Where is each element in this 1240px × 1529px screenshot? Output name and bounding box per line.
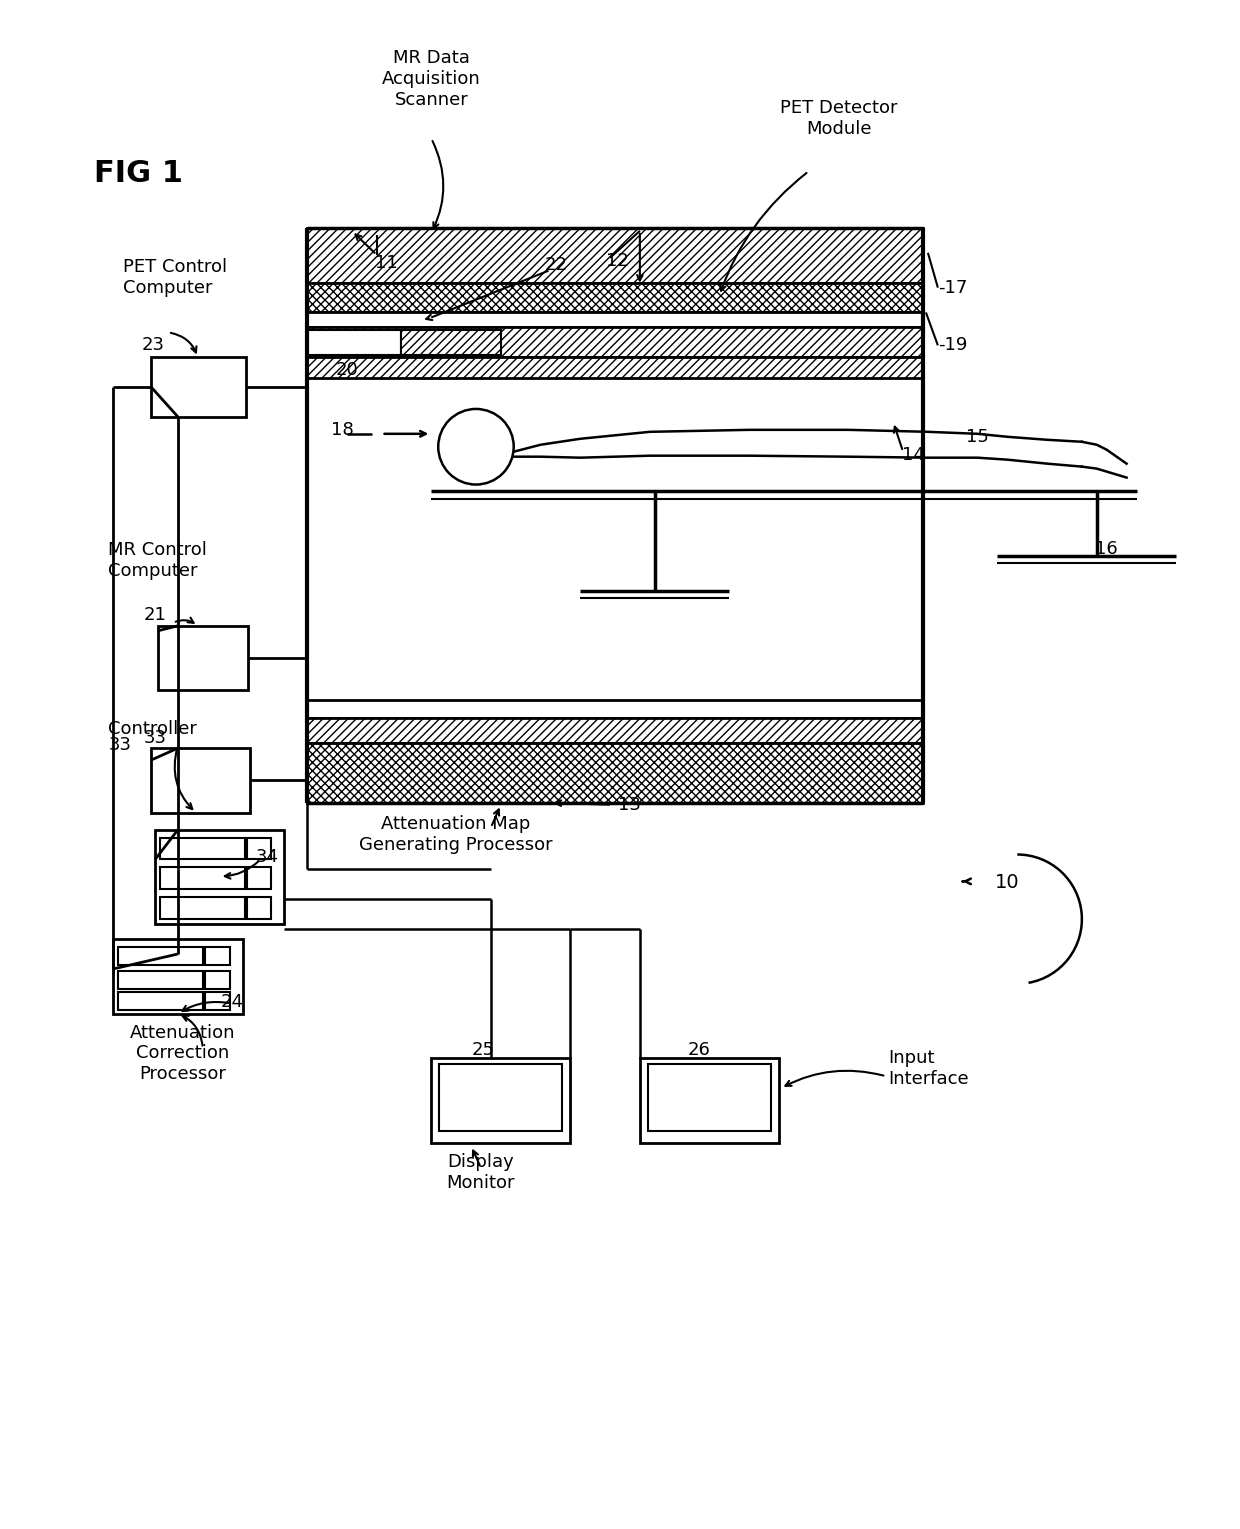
Text: Input
Interface: Input Interface (888, 1049, 968, 1087)
Bar (247, 867, 272, 890)
Bar (308, 327, 923, 358)
Text: 18: 18 (331, 420, 353, 439)
Bar (402, 330, 501, 355)
Bar (247, 838, 272, 859)
Bar (113, 939, 243, 1014)
Text: Display
Monitor: Display Monitor (446, 1153, 515, 1193)
Bar (160, 838, 244, 859)
Text: 33: 33 (144, 729, 166, 748)
Bar (308, 312, 923, 327)
Text: PET Detector
Module: PET Detector Module (780, 99, 898, 138)
Bar (308, 700, 923, 719)
Text: 26: 26 (688, 1041, 711, 1060)
Bar (155, 830, 284, 924)
Text: 16: 16 (1095, 540, 1118, 558)
Bar (247, 898, 272, 919)
Text: MR Control
Computer: MR Control Computer (108, 541, 207, 579)
Text: -19: -19 (937, 336, 967, 355)
Bar (308, 358, 923, 378)
Bar (308, 283, 923, 312)
Bar (308, 330, 402, 355)
Bar (118, 946, 203, 965)
Bar (439, 1064, 563, 1131)
Bar (205, 946, 229, 965)
Text: 25: 25 (471, 1041, 495, 1060)
Bar (308, 719, 923, 743)
Bar (308, 228, 923, 283)
Bar (118, 992, 203, 1009)
Bar (647, 1064, 771, 1131)
Bar (160, 898, 244, 919)
Bar (308, 743, 923, 803)
Text: 11: 11 (376, 254, 398, 272)
Text: 10: 10 (994, 873, 1019, 891)
Bar (151, 748, 250, 813)
Bar (159, 625, 248, 691)
Text: 12: 12 (605, 252, 629, 269)
Text: Controller: Controller (108, 720, 197, 739)
Text: 21: 21 (144, 605, 166, 624)
Text: 15: 15 (966, 428, 990, 446)
Text: Attenuation Map
Generating Processor: Attenuation Map Generating Processor (360, 815, 553, 855)
Text: 33: 33 (108, 735, 131, 754)
Bar (118, 971, 203, 989)
Bar (205, 992, 229, 1009)
Text: 20: 20 (336, 361, 358, 379)
Bar (432, 1058, 570, 1142)
Text: Attenuation
Correction
Processor: Attenuation Correction Processor (130, 1023, 236, 1083)
Text: 14: 14 (901, 445, 925, 463)
Text: -17: -17 (937, 278, 967, 297)
Text: FIG 1: FIG 1 (93, 159, 182, 188)
Bar (205, 971, 229, 989)
Text: 24: 24 (221, 992, 244, 1011)
Text: 13: 13 (618, 795, 641, 813)
Bar (160, 867, 244, 890)
Text: 34: 34 (255, 849, 279, 867)
Text: 23: 23 (141, 336, 165, 355)
Bar (640, 1058, 779, 1142)
Bar (151, 358, 246, 417)
Text: PET Control
Computer: PET Control Computer (123, 258, 227, 297)
Text: 22: 22 (544, 255, 568, 274)
Text: MR Data
Acquisition
Scanner: MR Data Acquisition Scanner (382, 49, 481, 109)
